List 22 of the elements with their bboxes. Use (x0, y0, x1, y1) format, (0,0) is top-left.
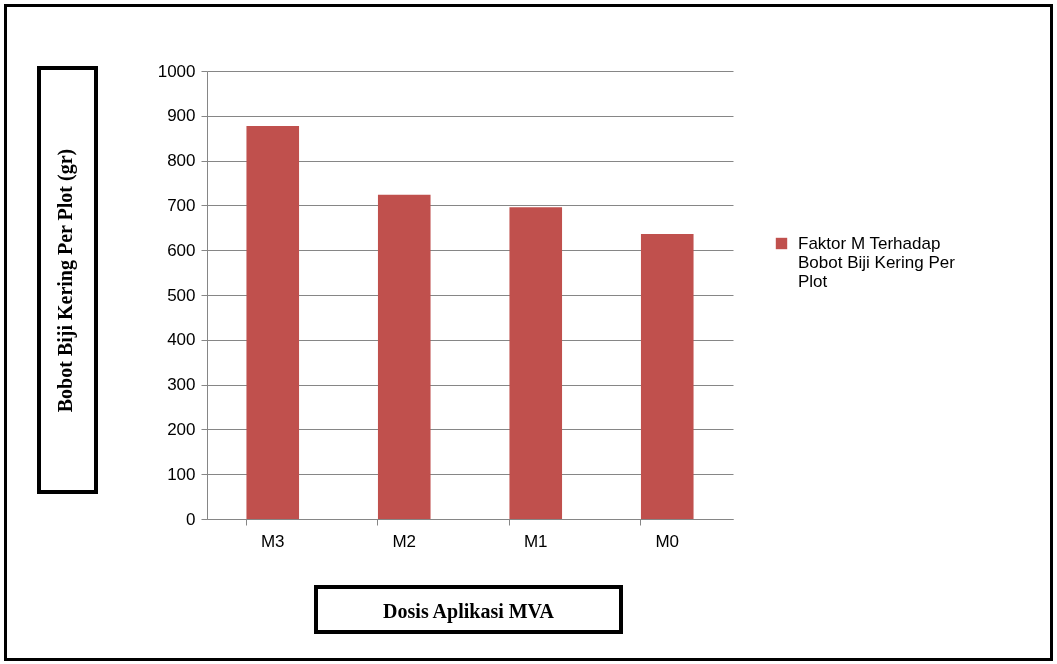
x-tick-label: M0 (655, 531, 680, 551)
x-tick-label: M1 (523, 531, 548, 551)
legend-label: Faktor M Terhadap Bobot Biji Kering Per Plot (798, 233, 956, 291)
y-tick-label: 400 (167, 330, 196, 350)
x-tick-label: M3 (260, 531, 285, 551)
bar (640, 234, 694, 519)
y-tick-label: 100 (167, 464, 196, 484)
y-tick-label: 1000 (157, 61, 196, 81)
y-tick-label: 600 (167, 240, 196, 260)
bar (509, 207, 563, 519)
x-axis-title: Dosis Aplikasi MVA (383, 599, 555, 623)
y-tick-label: 800 (167, 151, 196, 171)
x-tick-label: M2 (392, 531, 417, 551)
y-tick-label: 300 (167, 375, 196, 395)
bar (377, 194, 431, 519)
y-axis-title: Bobot Biji Kering Per Plot (gr) (53, 148, 77, 413)
y-tick-label: 0 (186, 509, 196, 529)
bar (246, 126, 300, 519)
y-tick-label: 900 (167, 106, 196, 126)
y-tick-label: 700 (167, 195, 196, 215)
y-tick-label: 200 (167, 419, 196, 439)
y-tick-label: 500 (167, 285, 196, 305)
